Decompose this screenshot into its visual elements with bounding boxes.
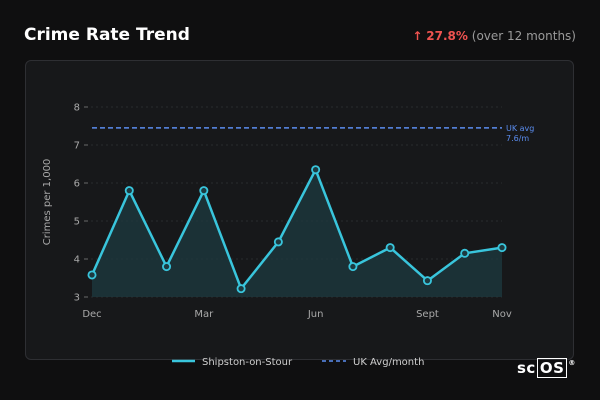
scos-logo: sc OS ® xyxy=(517,358,576,378)
data-point xyxy=(273,237,283,247)
data-point xyxy=(162,262,172,272)
x-tick-label: Dec xyxy=(82,309,101,320)
y-tick-label: 4 xyxy=(74,255,80,266)
x-tick-label: Nov xyxy=(492,309,512,320)
data-point xyxy=(87,270,97,280)
chart-card: 3 4 5 6 7 8 Dec Mar Jun Sept Nov Crimes per 1,000… xyxy=(25,60,574,360)
uk-average-label-line1: UK avg xyxy=(506,124,534,133)
trend-up-icon: ↑ xyxy=(412,29,423,43)
change-indicator: ↑ 27.8% (over 12 months) xyxy=(412,29,576,43)
y-tick-label: 3 xyxy=(74,293,80,304)
data-point xyxy=(236,284,246,294)
x-tick-label: Jun xyxy=(307,309,324,320)
data-point xyxy=(311,165,321,175)
y-axis-ticks: 3 4 5 6 7 8 xyxy=(74,103,88,304)
series-area xyxy=(92,169,502,297)
change-percent: 27.8% xyxy=(426,29,468,43)
data-point xyxy=(422,276,432,286)
uk-average-label-line2: 7.6/m xyxy=(506,134,529,143)
chart-title: Crime Rate Trend xyxy=(24,25,190,45)
data-point xyxy=(124,186,134,196)
data-point xyxy=(497,243,507,253)
series-line xyxy=(90,168,503,290)
change-period: (over 12 months) xyxy=(471,29,576,43)
x-axis-ticks: Dec Mar Jun Sept Nov xyxy=(82,309,512,320)
x-tick-label: Mar xyxy=(194,309,214,320)
data-point xyxy=(348,262,358,272)
y-tick-label: 5 xyxy=(74,217,80,228)
data-point xyxy=(460,248,470,258)
x-tick-label: Sept xyxy=(416,309,439,320)
y-tick-label: 7 xyxy=(74,141,80,152)
series-points xyxy=(87,165,507,294)
data-point xyxy=(385,243,395,253)
y-tick-label: 8 xyxy=(74,103,80,114)
data-point xyxy=(199,186,209,196)
y-tick-label: 6 xyxy=(74,179,80,190)
y-axis-label: Crimes per 1,000 xyxy=(42,159,53,246)
line-chart: 3 4 5 6 7 8 Dec Mar Jun Sept Nov Crimes per 1,000… xyxy=(42,103,534,321)
